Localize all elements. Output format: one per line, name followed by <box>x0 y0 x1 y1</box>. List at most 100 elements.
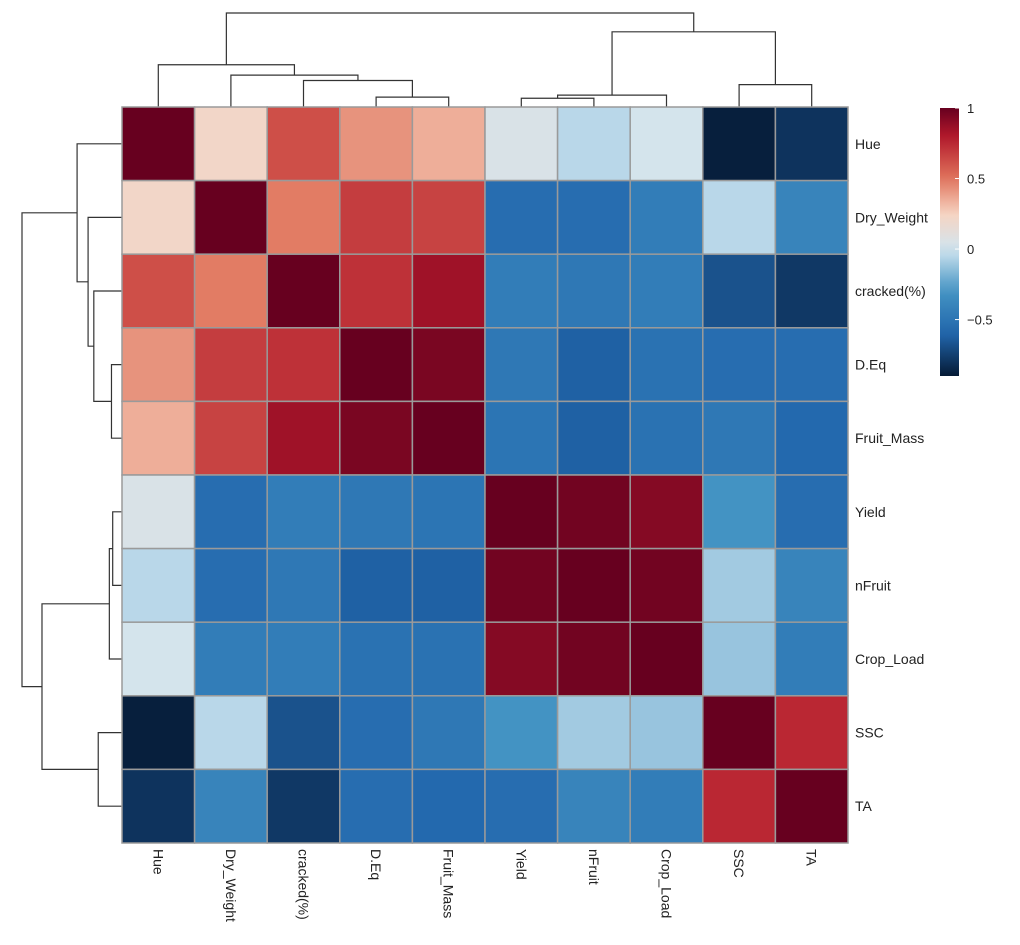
cell-fruit-mass-dry-weight <box>193 400 268 476</box>
column-dendrogram <box>157 12 813 107</box>
cell-cracked-nfruit <box>556 253 631 329</box>
cell-hue-crop-load <box>629 106 704 182</box>
row-dendrogram-link <box>93 290 122 402</box>
cell-ssc-crop-load <box>629 695 704 771</box>
row-label-dry-weight: Dry_Weight <box>855 209 928 225</box>
row-dendrogram-link <box>87 216 122 347</box>
cell-crop-load-nfruit <box>556 621 631 697</box>
cell-dry-weight-fruit-mass <box>411 179 486 255</box>
cell-crop-load-hue <box>121 621 196 697</box>
cell-d-eq-fruit-mass <box>411 327 486 403</box>
col-label-nfruit: nFruit <box>586 849 602 885</box>
cell-crop-load-crop-load <box>629 621 704 697</box>
cell-crop-load-ta <box>774 621 849 697</box>
col-label-cracked: cracked(%) <box>296 849 312 920</box>
cell-fruit-mass-ssc <box>702 400 777 476</box>
cell-fruit-mass-cracked <box>266 400 341 476</box>
row-dendrogram-link <box>21 212 78 688</box>
row-label-crop-load: Crop_Load <box>855 651 924 667</box>
cell-hue-d-eq <box>339 106 414 182</box>
cell-d-eq-cracked <box>266 327 341 403</box>
cell-ta-cracked <box>266 768 341 844</box>
cell-hue-fruit-mass <box>411 106 486 182</box>
col-label-dry-weight: Dry_Weight <box>223 849 239 922</box>
col-label-d-eq: D.Eq <box>368 849 384 880</box>
cell-fruit-mass-hue <box>121 400 196 476</box>
cell-nfruit-ta <box>774 547 849 623</box>
row-label-ta: TA <box>855 798 873 814</box>
cell-cracked-dry-weight <box>193 253 268 329</box>
col-dendrogram-link <box>230 74 359 107</box>
cell-ssc-ssc <box>702 695 777 771</box>
cell-crop-load-yield <box>484 621 559 697</box>
cell-crop-load-d-eq <box>339 621 414 697</box>
cell-d-eq-yield <box>484 327 559 403</box>
cell-yield-fruit-mass <box>411 474 486 550</box>
cell-crop-load-fruit-mass <box>411 621 486 697</box>
cell-ssc-dry-weight <box>193 695 268 771</box>
cell-nfruit-nfruit <box>556 547 631 623</box>
cell-yield-ta <box>774 474 849 550</box>
cell-nfruit-cracked <box>266 547 341 623</box>
cell-hue-nfruit <box>556 106 631 182</box>
cell-fruit-mass-yield <box>484 400 559 476</box>
cell-ssc-ta <box>774 695 849 771</box>
cell-d-eq-dry-weight <box>193 327 268 403</box>
cell-hue-ta <box>774 106 849 182</box>
cell-ssc-hue <box>121 695 196 771</box>
cell-cracked-ta <box>774 253 849 329</box>
color-legend: 1 0.5 0 −0.5 <box>940 101 993 376</box>
col-label-fruit-mass: Fruit_Mass <box>441 849 457 918</box>
cell-crop-load-cracked <box>266 621 341 697</box>
cell-cracked-d-eq <box>339 253 414 329</box>
cell-ta-nfruit <box>556 768 631 844</box>
col-dendrogram-link <box>738 84 813 107</box>
heatmap-cells <box>121 106 849 844</box>
cell-nfruit-ssc <box>702 547 777 623</box>
cell-d-eq-d-eq <box>339 327 414 403</box>
cell-dry-weight-dry-weight <box>193 179 268 255</box>
col-dendrogram-link <box>611 31 776 96</box>
row-dendrogram-link <box>108 548 122 660</box>
cell-nfruit-yield <box>484 547 559 623</box>
legend-tick-label: −0.5 <box>967 313 993 328</box>
col-dendrogram-link <box>157 64 296 107</box>
cell-yield-d-eq <box>339 474 414 550</box>
row-label-ssc: SSC <box>855 725 884 741</box>
cell-ta-dry-weight <box>193 768 268 844</box>
cell-cracked-cracked <box>266 253 341 329</box>
col-label-ta: TA <box>804 849 820 867</box>
cell-cracked-fruit-mass <box>411 253 486 329</box>
cell-ta-fruit-mass <box>411 768 486 844</box>
cell-cracked-yield <box>484 253 559 329</box>
cell-hue-hue <box>121 106 196 182</box>
cell-hue-yield <box>484 106 559 182</box>
row-label-hue: Hue <box>855 136 881 152</box>
row-label-cracked: cracked(%) <box>855 283 926 299</box>
row-dendrogram-link <box>76 143 122 283</box>
legend-ticks: 1 0.5 0 −0.5 <box>955 101 993 328</box>
cell-crop-load-ssc <box>702 621 777 697</box>
cell-d-eq-crop-load <box>629 327 704 403</box>
cell-cracked-crop-load <box>629 253 704 329</box>
cell-fruit-mass-fruit-mass <box>411 400 486 476</box>
cell-yield-yield <box>484 474 559 550</box>
row-dendrogram <box>21 143 122 807</box>
col-dendrogram-link <box>557 94 668 107</box>
col-label-hue: Hue <box>150 849 166 875</box>
cell-dry-weight-nfruit <box>556 179 631 255</box>
cell-fruit-mass-crop-load <box>629 400 704 476</box>
col-label-yield: Yield <box>513 849 529 880</box>
row-labels: Hue Dry_Weight cracked(%) D.Eq Fruit_Mass Yie… <box>855 136 928 814</box>
cell-yield-hue <box>121 474 196 550</box>
cell-ta-ta <box>774 768 849 844</box>
cell-d-eq-ta <box>774 327 849 403</box>
cell-ssc-fruit-mass <box>411 695 486 771</box>
column-labels: Hue Dry_Weight cracked(%) D.Eq Fruit_Mass Yie… <box>150 849 819 922</box>
row-label-d-eq: D.Eq <box>855 357 886 373</box>
cell-fruit-mass-nfruit <box>556 400 631 476</box>
cell-yield-crop-load <box>629 474 704 550</box>
col-dendrogram-link <box>302 79 413 107</box>
cell-fruit-mass-ta <box>774 400 849 476</box>
